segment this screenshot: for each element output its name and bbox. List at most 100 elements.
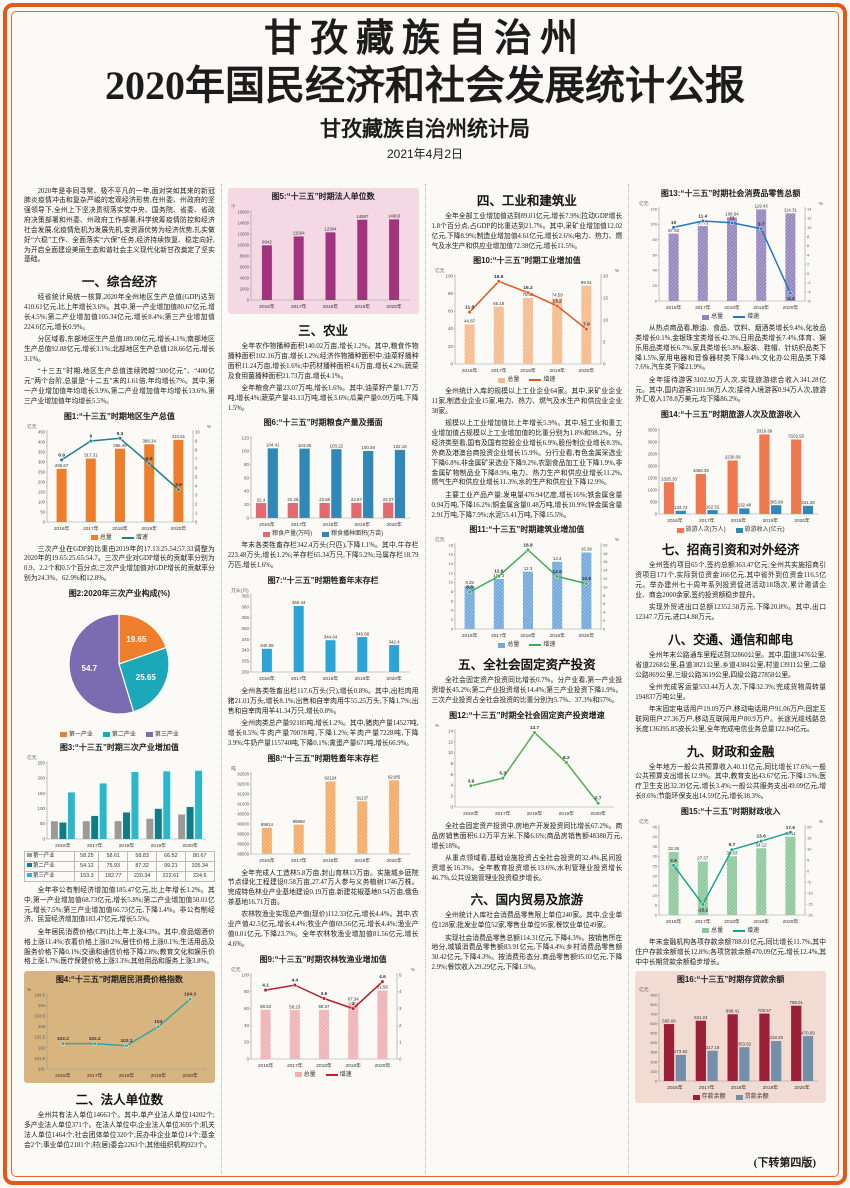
svg-text:0: 0 [399,1056,402,1061]
svg-text:103: 103 [38,1024,46,1029]
svg-text:40: 40 [652,834,657,839]
svg-text:2017年: 2017年 [491,367,507,374]
svg-text:698.41: 698.41 [726,1009,740,1014]
chart-title: 图8:“十三五”时期牲畜年末存栏 [267,753,379,763]
figure-3: 图3:“十三五”时期三次产业增加值 0 50 100 150 200 250 亿元 2016年 2… [23,742,215,882]
svg-text:-15: -15 [807,901,814,906]
svg-text:15: 15 [603,296,609,301]
svg-text:200: 200 [650,1060,657,1065]
svg-text:3: 3 [352,1001,355,1007]
svg-text:2020年: 2020年 [794,1084,810,1091]
svg-text:355: 355 [242,615,250,620]
svg-text:89.01: 89.01 [581,280,593,285]
chart-plot: 330 335 340 345 350 355 360 365 万头(只) 340.69 360.4… [228,587,419,683]
svg-text:0: 0 [807,868,810,873]
svg-text:2016年: 2016年 [54,525,70,532]
svg-text:22.56: 22.56 [319,498,331,503]
chart-title: 图15:“十三五”时期财政收入 [680,806,781,816]
svg-text:366.49: 366.49 [114,442,128,447]
svg-text:9: 9 [195,438,198,443]
chart-legend: 总量 增速 [635,928,826,934]
svg-text:0: 0 [247,1056,250,1061]
figure-5: 图5:“十三五”时期法人单位数 0 2000 4000 6000 8000 10000 120… [227,188,419,314]
svg-text:0: 0 [43,519,46,524]
svg-text:8: 8 [195,447,198,452]
svg-text:90500: 90500 [237,811,249,816]
paragraph: 全社会固定资产投资同比增长0.7%。分产业看,第一产业投资增长45.2%;第二产… [431,677,623,705]
svg-text:%: % [615,537,620,543]
svg-text:2019年: 2019年 [762,517,778,524]
svg-text:16000: 16000 [237,209,249,214]
svg-text:500: 500 [650,1031,657,1036]
svg-text:365.98: 365.98 [769,500,783,505]
svg-text:6: 6 [195,465,198,470]
svg-text:335: 335 [242,658,250,663]
chart-plot: 0 50 100 150 200 250 300 350 400 450 0 1 2 3 4 5 6 7 8 9 10 亿… [24,423,215,533]
chart-legend: 总量 增速 [24,535,215,541]
svg-text:3000: 3000 [647,440,657,445]
svg-text:87.93: 87.93 [668,228,680,233]
svg-text:亿元: 亿元 [639,200,649,207]
svg-text:吨: 吨 [231,765,236,772]
svg-text:104.5: 104.5 [35,993,46,998]
section-heading: 五、全社会固定资产投资 [458,658,596,673]
svg-text:16: 16 [448,552,453,557]
svg-text:19.65: 19.65 [127,635,148,644]
svg-text:2020年: 2020年 [579,632,595,639]
svg-text:89814: 89814 [261,821,274,826]
svg-text:300: 300 [38,459,46,464]
svg-text:6.9: 6.9 [59,452,66,458]
svg-text:40: 40 [448,327,454,332]
svg-text:92000: 92000 [237,781,249,786]
svg-text:亿元: 亿元 [27,754,37,761]
chart-plot: 0 20 40 60 80 100 0 1 2 3 4 5 亿元% 58.63 58.23 58.57 67.3… [228,966,419,1070]
legend-item: 增速 [529,642,555,648]
svg-text:81.56: 81.56 [377,984,389,989]
legend-item: 总量 [498,642,519,648]
table-row: 第三产业 153.3 182.77 220.34 222.61 224.6 [23,870,215,882]
svg-text:9.3: 9.3 [117,430,124,436]
svg-text:2018年: 2018年 [316,1062,332,1069]
paragraph: 全社会固定资产投资中,房地产开发投资同比增长67.2%。商品房销售面积6.12万… [431,822,623,850]
svg-text:%: % [207,424,212,430]
svg-text:25: 25 [652,863,657,868]
svg-text:10: 10 [671,220,677,226]
chart-legend: 总量 增速 [228,1072,419,1078]
svg-text:0: 0 [450,362,453,367]
svg-text:20: 20 [807,824,812,829]
svg-text:2: 2 [603,618,606,623]
article-body: 2020年是非同寻常、极不平凡的一年,面对突如其来的新冠肺炎疫情冲击和复杂严峻的… [18,184,832,1174]
section-heading: 四、工业和建筑业 [476,194,577,208]
svg-text:16: 16 [603,560,608,565]
svg-text:2019年: 2019年 [753,304,769,311]
svg-text:102.2: 102.2 [57,1036,69,1042]
svg-text:0: 0 [43,836,46,841]
svg-text:2018年: 2018年 [119,842,135,849]
svg-text:4.4: 4.4 [292,977,299,983]
svg-text:104: 104 [38,1003,46,1008]
paragraph: 三次产业在GDP的比重由2019年的17.13:25.54:57.33调整为20… [24,545,215,583]
svg-text:2020年: 2020年 [386,521,402,528]
svg-text:54.7: 54.7 [82,664,98,673]
svg-text:13.7: 13.7 [530,725,540,731]
svg-text:20: 20 [603,274,609,279]
svg-text:2020年: 2020年 [375,1062,391,1069]
svg-text:亿元: 亿元 [27,423,37,430]
svg-text:4: 4 [450,783,453,788]
paragraph: 全年粮食产量23.07万吨,增长1.6%。其中,油菜籽产量1.77万吨,增长4%… [227,384,419,412]
svg-text:%: % [27,987,32,993]
chart-title: 图6:“十三五”时期粮食产量及播面 [263,418,383,428]
svg-text:120: 120 [650,206,657,211]
svg-text:400: 400 [38,439,46,444]
svg-text:12.5: 12.5 [552,569,562,575]
legend-item: 粮食播种面积(万亩) [322,531,383,537]
svg-text:350: 350 [38,449,46,454]
svg-text:342.4: 342.4 [389,639,401,644]
legend-item: 总量 [294,1072,316,1078]
figure-16: 图16:“十三五”时期存贷款余额 0 100 200 300 400 500 600 700 80… [635,971,826,1104]
svg-text:2017年: 2017年 [291,521,307,528]
paragraph: 全年农作物播种面积140.02万亩,增长1.2%。其中,粮食作物播种面积102.… [227,343,419,380]
figure-11: 图11:“十三五”时期建筑业增加值 0 2 4 6 8 10 12 14 16 18 0 2 4 6 8 10 1… [432,524,623,648]
svg-text:2018年: 2018年 [323,857,339,864]
svg-text:万头(只): 万头(只) [231,587,249,594]
